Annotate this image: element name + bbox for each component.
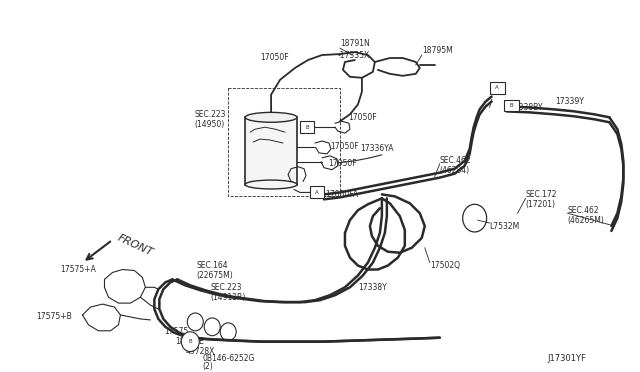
Text: 17338Y: 17338Y bbox=[358, 283, 387, 292]
Text: 17339Y: 17339Y bbox=[556, 97, 584, 106]
Text: 17050F: 17050F bbox=[328, 159, 356, 168]
Text: 18795M: 18795M bbox=[422, 46, 452, 55]
Text: (14950): (14950) bbox=[195, 120, 225, 129]
Bar bbox=[245, 117, 297, 185]
Bar bbox=[504, 100, 518, 111]
Text: SEC.172: SEC.172 bbox=[525, 190, 557, 199]
Text: B: B bbox=[509, 103, 513, 108]
Text: 17502Q: 17502Q bbox=[430, 261, 460, 270]
Text: L7532M: L7532M bbox=[490, 222, 520, 231]
Text: 17050F: 17050F bbox=[348, 113, 376, 122]
Ellipse shape bbox=[181, 332, 199, 352]
Text: SEC.164: SEC.164 bbox=[196, 261, 228, 270]
Text: 17050F: 17050F bbox=[330, 142, 358, 151]
Ellipse shape bbox=[245, 180, 297, 189]
Text: A: A bbox=[495, 85, 499, 90]
Text: (46265M): (46265M) bbox=[568, 216, 604, 225]
Bar bbox=[300, 121, 314, 133]
Text: 17575: 17575 bbox=[164, 327, 189, 336]
Text: SEC.462: SEC.462 bbox=[440, 156, 472, 165]
Text: (14912R): (14912R) bbox=[210, 293, 246, 302]
Text: (22675M): (22675M) bbox=[196, 271, 233, 280]
Text: 17050FA: 17050FA bbox=[325, 190, 358, 199]
Text: (46284): (46284) bbox=[440, 166, 470, 175]
Bar bbox=[490, 82, 504, 94]
Text: -17335X: -17335X bbox=[338, 51, 370, 60]
Text: (17201): (17201) bbox=[525, 200, 556, 209]
Text: SEC.223: SEC.223 bbox=[210, 283, 242, 292]
Text: 17338BY: 17338BY bbox=[509, 103, 543, 112]
Text: J17301YF: J17301YF bbox=[547, 354, 586, 363]
Text: B: B bbox=[305, 125, 309, 130]
Text: B: B bbox=[188, 339, 192, 344]
Text: (2): (2) bbox=[202, 362, 213, 371]
Text: 18316E: 18316E bbox=[175, 337, 204, 346]
Text: 18791N: 18791N bbox=[340, 39, 370, 48]
Text: SEC.462: SEC.462 bbox=[568, 206, 599, 215]
Text: 17050F: 17050F bbox=[260, 52, 289, 61]
Text: 49728X: 49728X bbox=[186, 347, 214, 356]
Bar bbox=[228, 88, 340, 196]
Text: SEC.223: SEC.223 bbox=[195, 110, 226, 119]
Bar bbox=[310, 186, 324, 198]
Text: 17575+B: 17575+B bbox=[36, 312, 72, 321]
Text: 0B146-6252G: 0B146-6252G bbox=[202, 354, 255, 363]
Text: FRONT: FRONT bbox=[115, 233, 154, 259]
Ellipse shape bbox=[245, 112, 297, 122]
Text: 17575+A: 17575+A bbox=[61, 265, 97, 274]
Text: 17336YA: 17336YA bbox=[360, 144, 394, 153]
Text: A: A bbox=[315, 190, 319, 195]
